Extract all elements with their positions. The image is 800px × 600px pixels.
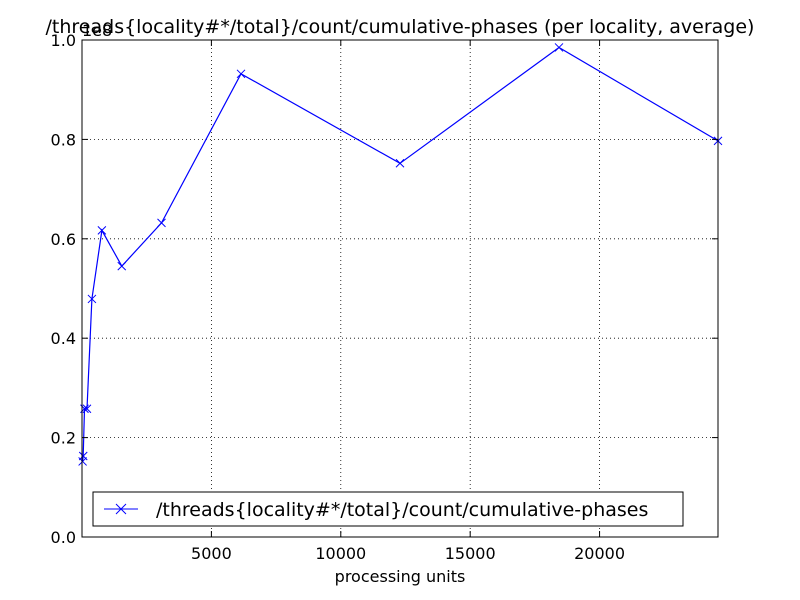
series-line	[82, 46, 719, 462]
marker-stroke	[395, 158, 405, 168]
data-point-marker	[82, 404, 92, 414]
y-tick-label: 0.0	[51, 528, 76, 547]
legend-label: /threads{locality#*/total}/count/cumulat…	[156, 499, 648, 521]
legend-marker	[115, 503, 127, 515]
x-tick-label: 15000	[445, 544, 496, 563]
series-layer	[78, 43, 723, 466]
data-point-marker	[78, 451, 88, 461]
x-axis-label: processing units	[335, 567, 466, 586]
marker-stroke	[117, 261, 127, 271]
marker-stroke	[78, 457, 87, 466]
plot-area-background	[82, 40, 718, 537]
chart-title: /threads{locality#*/total}/count/cumulat…	[46, 16, 755, 38]
y-tick-label: 1.0	[51, 31, 76, 50]
marker-stroke	[78, 451, 88, 461]
data-point-marker	[554, 43, 564, 52]
data-point-marker	[97, 225, 107, 235]
marker-stroke	[87, 294, 97, 304]
marker-stroke	[82, 404, 92, 414]
x-tick-label: 10000	[315, 544, 366, 563]
plot-frame	[81, 39, 719, 538]
x-tick-label: 5000	[191, 544, 232, 563]
data-point-marker	[117, 261, 127, 271]
marker-stroke	[97, 225, 107, 235]
legend-box	[92, 491, 684, 527]
grid-lines	[82, 40, 718, 537]
marker-stroke	[157, 218, 166, 228]
marker-stroke	[236, 69, 246, 79]
y-offset-label: 1e8	[82, 21, 112, 40]
x-tick-label: 20000	[574, 544, 625, 563]
y-tick-label: 0.4	[51, 329, 76, 348]
ticks: 5000 10000 15000 20000 0.0 0.2 0.4 0.6 0.8 1.0	[51, 31, 718, 563]
y-tick-label: 0.2	[51, 429, 76, 448]
data-point-marker	[157, 218, 166, 228]
legend: /threads{locality#*/total}/count/cumulat…	[92, 491, 684, 527]
y-tick-label: 0.8	[51, 130, 76, 149]
data-point-marker	[395, 158, 405, 168]
data-point-marker	[87, 294, 97, 304]
data-point-marker	[236, 69, 246, 79]
y-tick-label: 0.6	[51, 230, 76, 249]
marker-stroke	[554, 43, 564, 52]
